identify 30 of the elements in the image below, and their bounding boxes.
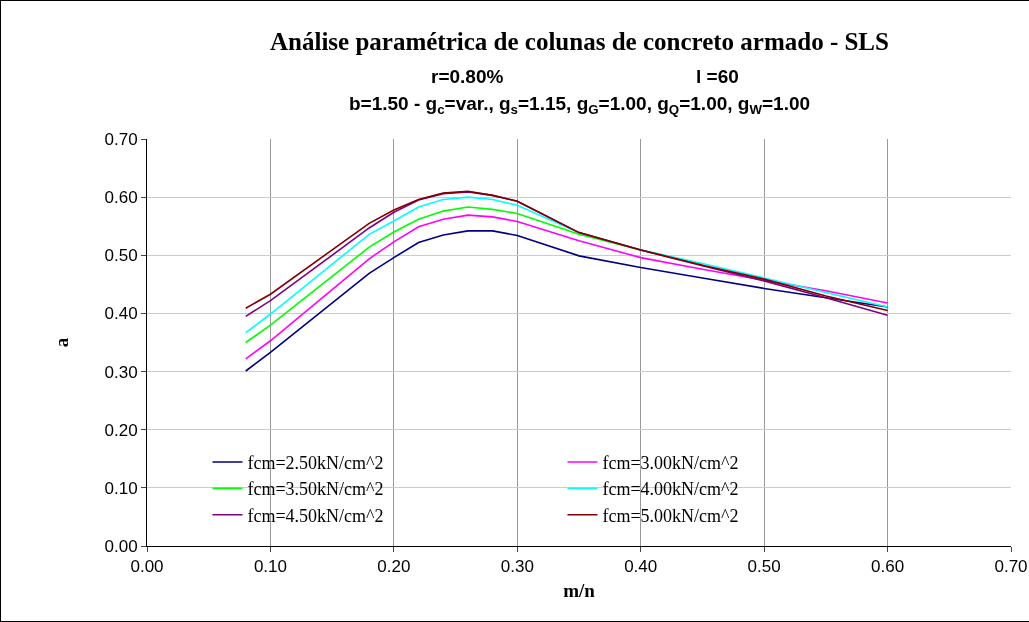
- x-tick-label: 0.10: [253, 557, 287, 577]
- y-axis-title: a: [51, 337, 73, 348]
- y-tick-label: 0.00: [104, 536, 138, 556]
- x-tick-label: 0.40: [624, 557, 658, 577]
- chart-subtitle: r=0.80%: [431, 66, 504, 87]
- y-tick-label: 0.50: [104, 246, 138, 266]
- x-axis-title: m/n: [563, 580, 596, 602]
- text: l =60: [696, 66, 739, 87]
- legend-label: fcm=2.50kN/cm^2: [247, 453, 384, 474]
- legend-label: fcm=4.50kN/cm^2: [247, 505, 384, 526]
- legend-label: fcm=3.50kN/cm^2: [247, 479, 384, 500]
- x-tick-label: 0.70: [994, 557, 1028, 577]
- line-series: [244, 214, 889, 360]
- x-tick-label: 0.60: [871, 557, 905, 577]
- x-tick-label: 0.20: [377, 557, 411, 577]
- line-series: [244, 230, 889, 372]
- chart-title: Análise paramétrica de colunas de concreto armado - SLS: [270, 28, 889, 55]
- y-tick-label: 0.30: [104, 362, 138, 382]
- x-tick-label: 0.30: [500, 557, 534, 577]
- legend-label: fcm=4.00kN/cm^2: [602, 479, 739, 500]
- x-tick-label: 0.00: [130, 557, 164, 577]
- text: b=1.50 - g$_{c}$=var., g$_{s}$=1.15, g$_{G}$=1.00, g$_{Q}$=1.00, g$_{W}$=1.00: [349, 93, 811, 117]
- y-tick-label: 0.20: [104, 420, 138, 440]
- y-tick-label: 0.70: [104, 129, 138, 149]
- x-tick-label: 0.50: [747, 557, 781, 577]
- legend-label: fcm=3.00kN/cm^2: [602, 453, 739, 474]
- y-tick-label: 0.60: [104, 188, 138, 208]
- y-tick-label: 0.10: [104, 478, 138, 498]
- legend-label: fcm=5.00kN/cm^2: [602, 505, 739, 526]
- y-tick-label: 0.40: [104, 304, 138, 324]
